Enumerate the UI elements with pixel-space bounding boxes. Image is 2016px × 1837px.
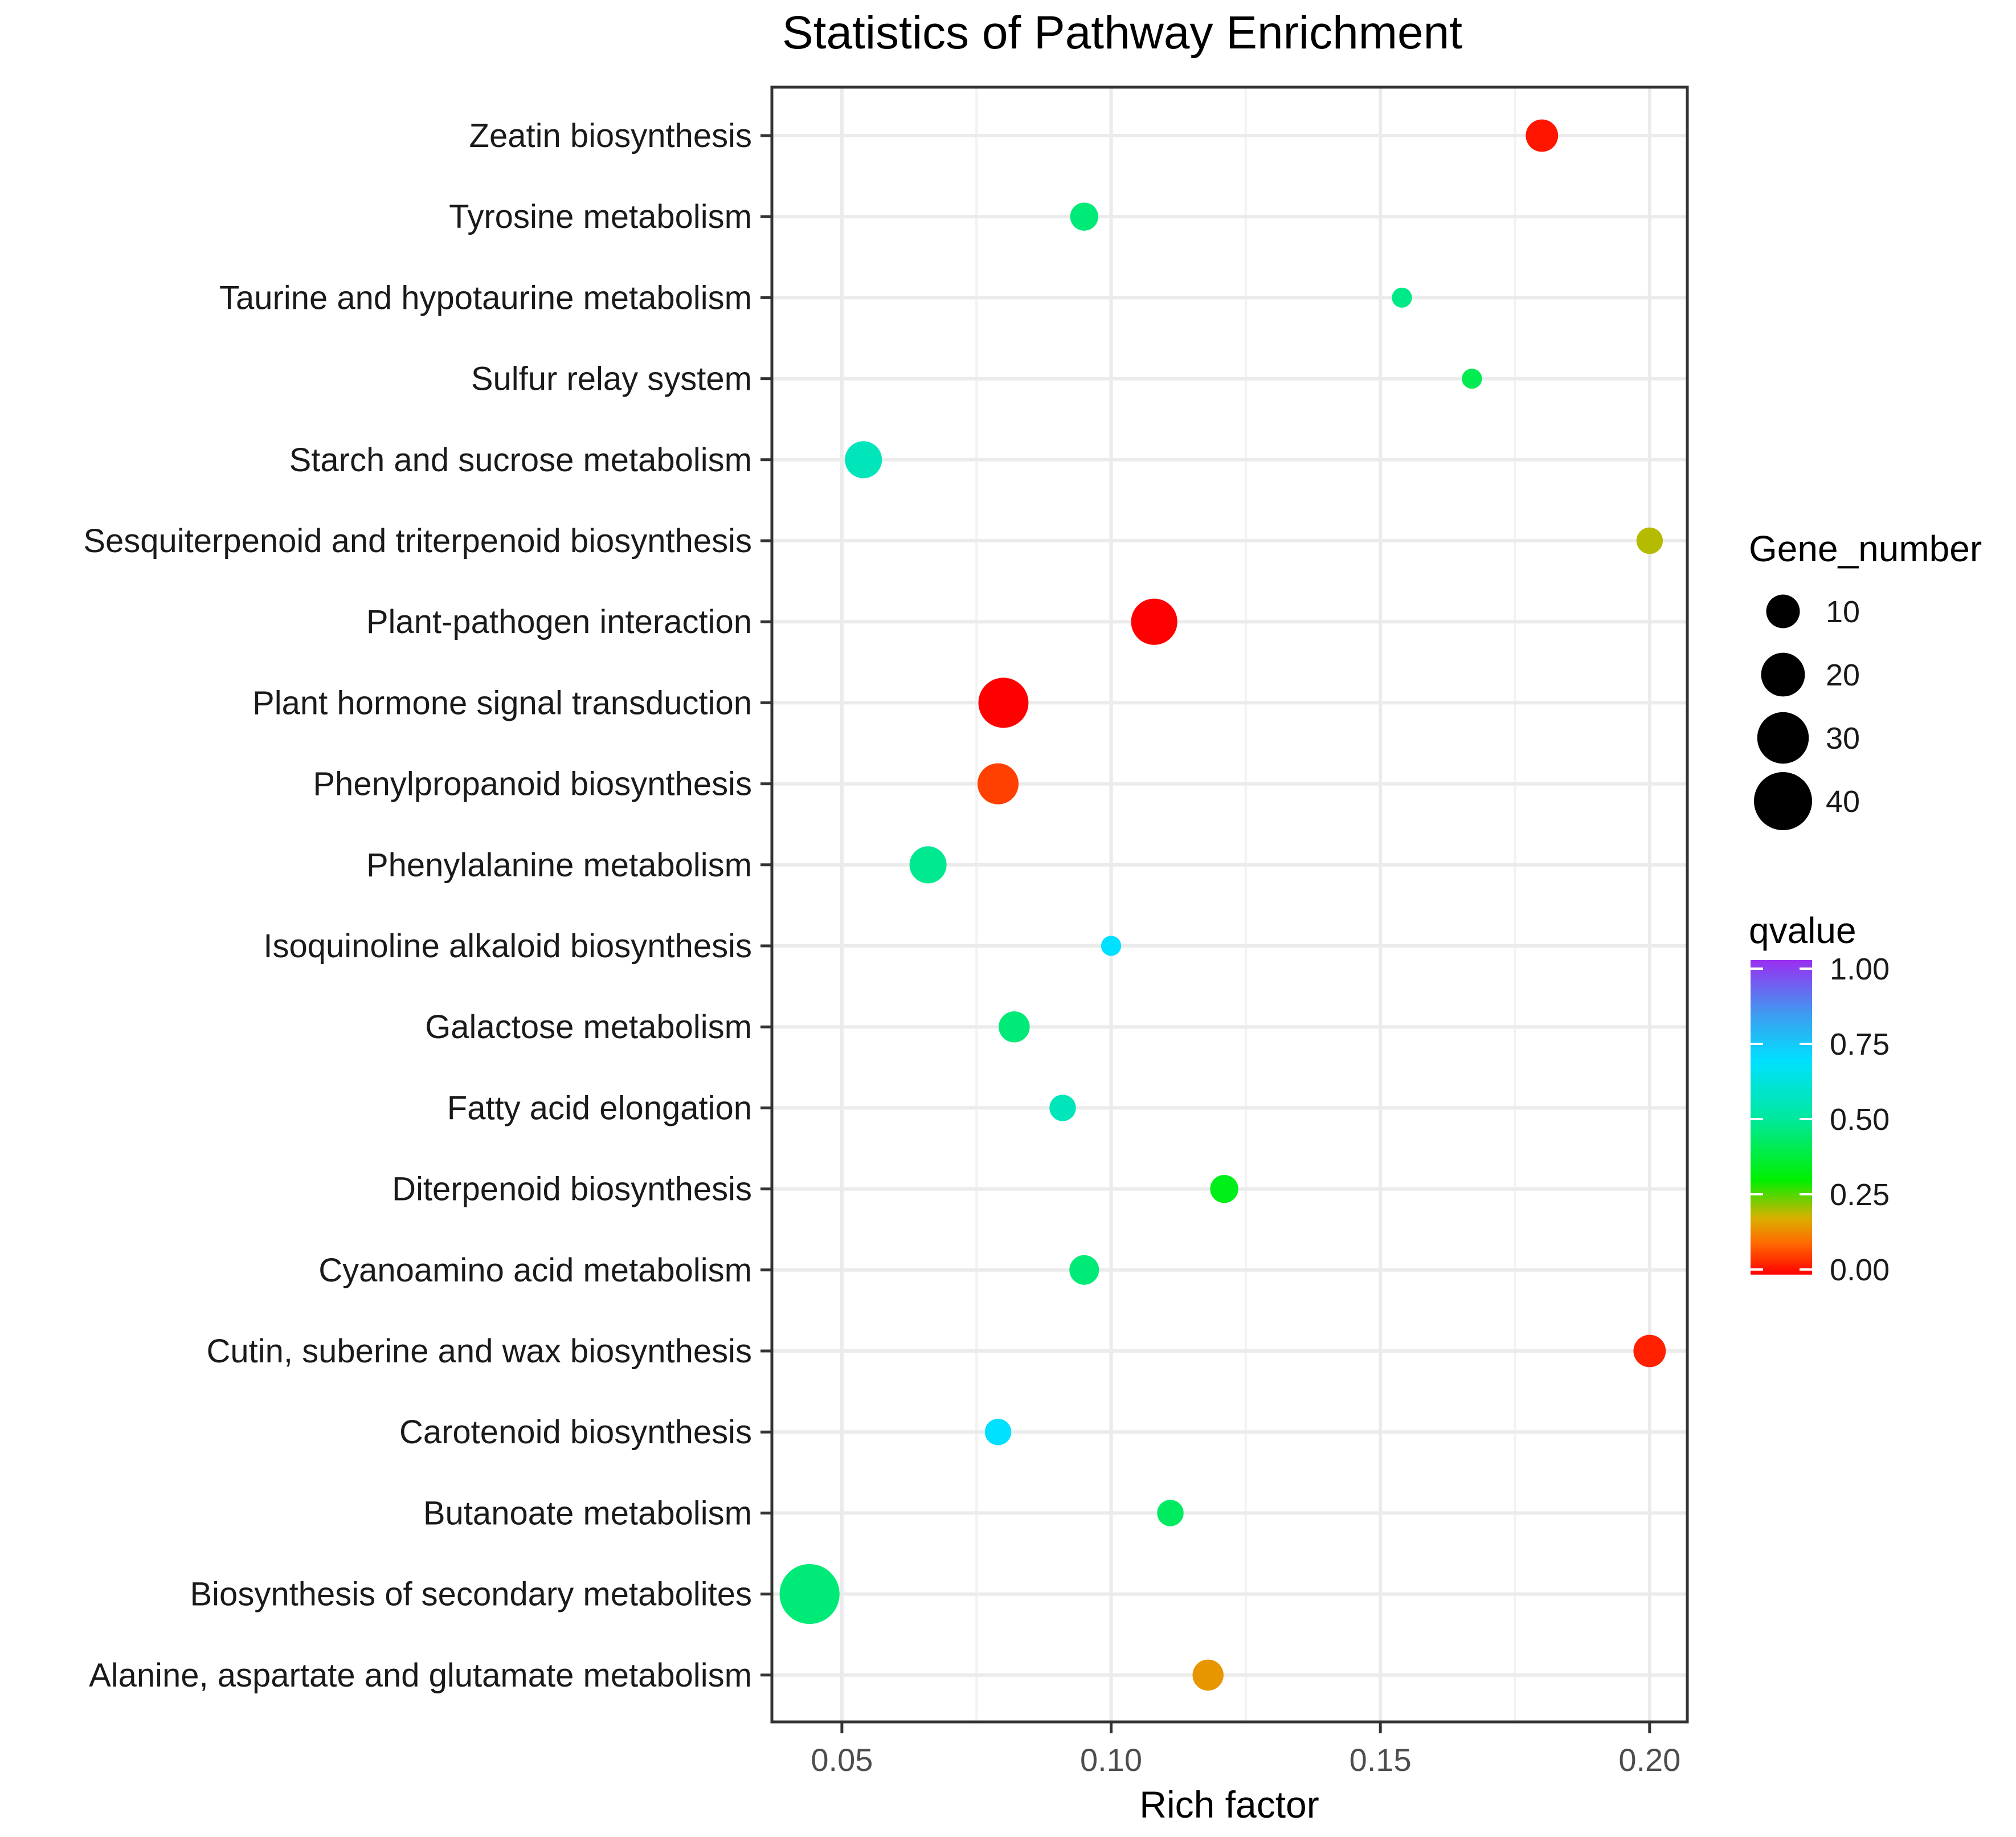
x-axis-title: Rich factor [1139,1783,1319,1826]
data-point [779,1564,840,1624]
x-tick-label: 0.20 [1618,1742,1680,1778]
color-legend-label: 0.00 [1830,1253,1890,1287]
size-legend: Gene_number 10 20 30 40 [1749,528,1982,831]
color-legend-title: qvalue [1749,910,1856,951]
y-category-label: Taurine and hypotaurine metabolism [219,279,752,316]
data-point [909,846,947,884]
size-legend-title: Gene_number [1749,528,1982,569]
y-category-label: Butanoate metabolism [423,1495,752,1532]
color-legend-label: 0.50 [1830,1103,1890,1137]
y-category-label: Sesquiterpenoid and triterpenoid biosynt… [83,522,752,560]
size-legend-key [1753,771,1813,831]
data-point [1210,1174,1238,1203]
data-point [999,1011,1030,1043]
data-point [1070,202,1098,231]
y-category-label: Plant-pathogen interaction [366,603,752,640]
data-point [1462,368,1482,389]
y-category-label: Phenylalanine metabolism [366,847,752,884]
y-category-label: Starch and sucrose metabolism [289,442,752,479]
data-point [1049,1095,1076,1121]
color-legend-bar [1751,960,1812,1275]
y-category-label: Tyrosine metabolism [449,198,752,235]
data-point [1633,1334,1666,1367]
data-point [1101,936,1122,956]
y-category-label: Galactose metabolism [425,1009,752,1046]
data-point [1069,1255,1099,1285]
plot-panel [770,85,1689,1724]
data-point [984,1418,1012,1446]
chart-title: Statistics of Pathway Enrichment [782,7,1462,59]
x-axis: 0.05 0.10 0.15 0.20 [811,1722,1680,1778]
data-point [1192,1659,1224,1691]
size-legend-label: 40 [1826,785,1860,819]
color-legend-label: 0.25 [1830,1178,1890,1212]
size-legend-label: 10 [1826,595,1860,629]
plot-border [770,85,1689,1724]
y-category-label: Cutin, suberine and wax biosynthesis [206,1333,752,1370]
y-category-label: Isoquinoline alkaloid biosynthesis [263,928,752,965]
data-point [845,441,882,479]
data-point [977,763,1019,805]
y-category-label: Cyanoamino acid metabolism [318,1252,752,1289]
size-legend-label: 30 [1826,721,1860,756]
size-legend-label: 20 [1826,658,1860,692]
y-category-label: Fatty acid elongation [447,1089,752,1126]
size-legend-key [1766,594,1800,628]
data-point [1157,1500,1184,1526]
data-point [1636,527,1663,554]
major-gridlines [772,87,1687,1722]
plot-background [772,87,1687,1722]
data-points [779,119,1666,1691]
color-legend: qvalue 1.00 0.75 0.50 0.25 0.00 [1749,910,1890,1287]
y-category-label: Alanine, aspartate and glutamate metabol… [89,1657,752,1694]
y-category-label: Carotenoid biosynthesis [399,1414,752,1451]
data-point [1526,119,1559,152]
data-point [1392,287,1412,308]
y-axis: Zeatin biosynthesis Tyrosine metabolism Ta… [83,117,772,1694]
y-category-label: Plant hormone signal transduction [252,684,752,721]
size-legend-key [1757,712,1809,764]
y-category-label: Biosynthesis of secondary metabolites [190,1576,752,1613]
data-point [978,677,1029,728]
y-category-label: Diterpenoid biosynthesis [392,1171,752,1208]
data-point [1131,598,1177,645]
color-legend-label: 1.00 [1830,952,1890,986]
y-category-label: Zeatin biosynthesis [469,117,752,154]
minor-gridlines [975,87,1516,1722]
x-tick-label: 0.15 [1350,1742,1412,1778]
size-legend-key [1761,652,1805,697]
x-tick-label: 0.05 [811,1742,873,1778]
color-legend-label: 0.75 [1830,1027,1890,1062]
y-category-label: Sulfur relay system [471,361,752,398]
x-tick-label: 0.10 [1080,1742,1142,1778]
y-category-label: Phenylpropanoid biosynthesis [313,766,752,803]
